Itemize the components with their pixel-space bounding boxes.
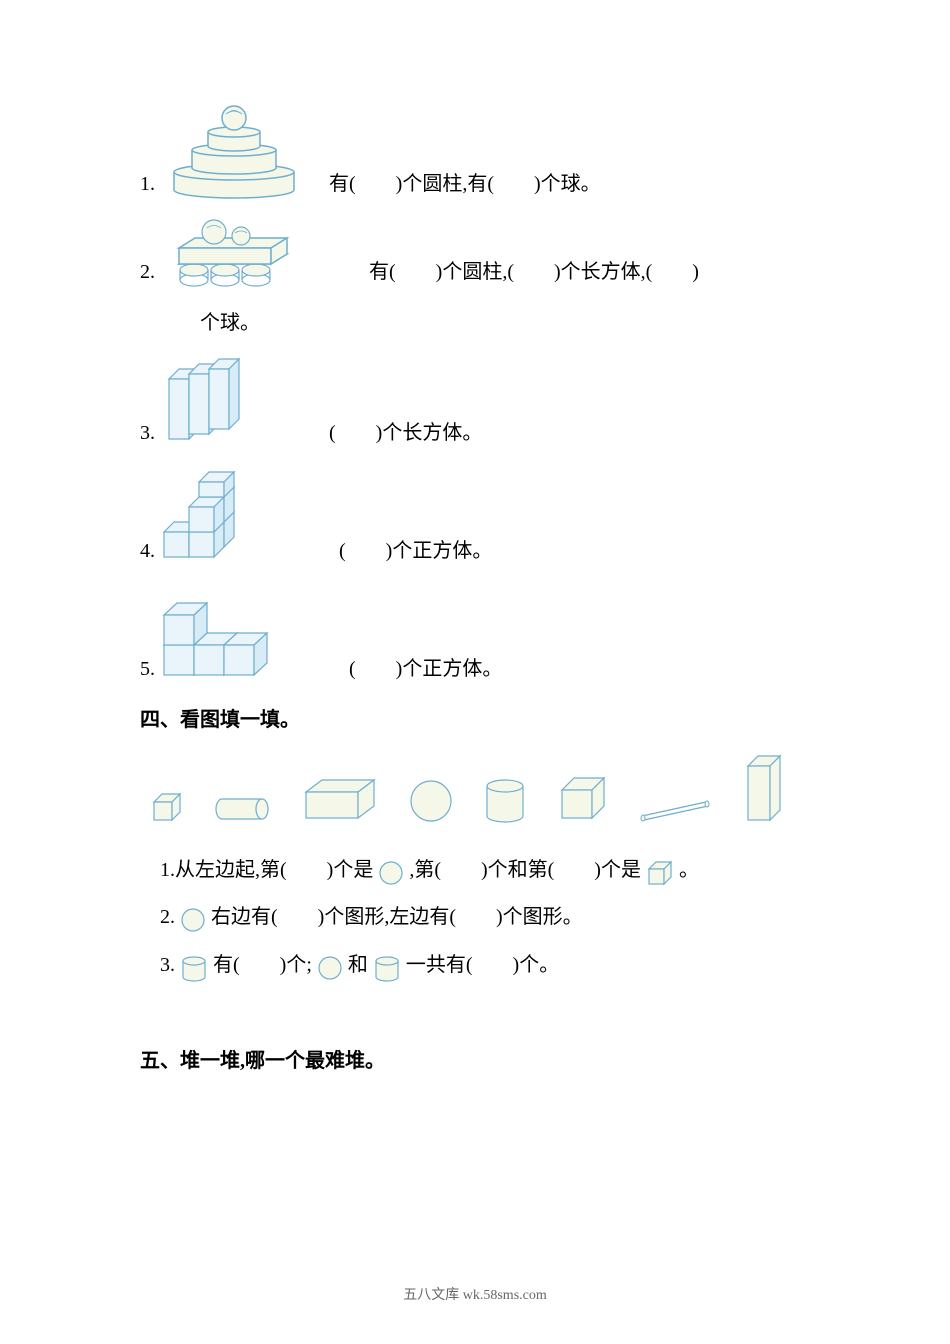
s4s3-text-b: 有( )个;: [213, 954, 312, 976]
cube-icon: [556, 772, 608, 824]
s4s1-text-c: 。: [679, 859, 699, 881]
inline-cube-icon: [646, 853, 674, 889]
section4-sub1: 1.从左边起,第( )个是 ,第( )个和第( )个是 。: [160, 852, 810, 889]
q4-num: 4.: [140, 540, 155, 567]
q3-num: 3.: [140, 422, 155, 449]
q4-text: ( )个正方体。: [339, 534, 492, 567]
q2-shape: [159, 218, 309, 288]
stacked-cylinders-sphere-icon: [159, 100, 309, 200]
inline-sphere-icon-2: [180, 901, 206, 937]
cuboids-stack-icon: [159, 349, 269, 449]
page-footer: 五八文库 wk.58sms.com: [0, 1284, 950, 1304]
q1-num: 1.: [140, 173, 155, 200]
shapes-row: [150, 752, 810, 824]
s4s2-text-b: 右边有( )个图形,左边有( )个图形。: [211, 906, 583, 928]
q2-num: 2.: [140, 261, 155, 288]
q1-text: 有( )个圆柱,有( )个球。: [329, 167, 601, 200]
section4-sub2: 2. 右边有( )个图形,左边有( )个图形。: [160, 899, 810, 936]
question-1-row: 1. 有( )个圆柱,有( )个球。: [140, 100, 810, 200]
q3-shape: [159, 349, 269, 449]
q5-text: ( )个正方体。: [349, 652, 502, 685]
inline-cylinder-icon-2: [373, 948, 401, 984]
q4-shape: [159, 467, 279, 567]
section-4-header: 四、看图填一填。: [140, 703, 810, 732]
q1-shape: [159, 100, 309, 200]
cuboid-icon: [300, 774, 380, 824]
cubes-step-icon: [159, 585, 289, 685]
inline-sphere-icon-3: [317, 948, 343, 984]
s4s1-text-b: ,第( )个和第( )个是: [409, 859, 641, 881]
q5-num: 5.: [140, 658, 155, 685]
rod-icon: [636, 794, 716, 824]
s4s2-text-a: 2.: [160, 906, 175, 928]
vert-cylinder-icon: [482, 774, 528, 824]
section4-sub3: 3. 有( )个; 和 一共有( )个。: [160, 947, 810, 984]
cylinders-cuboid-spheres-icon: [159, 218, 309, 288]
s4s3-text-c: 和: [348, 954, 368, 976]
tall-cuboid-icon: [744, 752, 786, 824]
question-4-row: 4.: [140, 467, 810, 567]
s4s3-text-d: 一共有( )个。: [406, 954, 559, 976]
question-2-cont: 个球。: [140, 306, 810, 339]
horiz-cylinder-icon: [212, 794, 272, 824]
q5-shape: [159, 585, 289, 685]
inline-sphere-icon: [378, 853, 404, 889]
question-5-row: 5. (: [140, 585, 810, 685]
q3-text: ( )个长方体。: [329, 416, 482, 449]
q2-cont-text: 个球。: [200, 306, 260, 339]
sphere-icon: [408, 778, 454, 824]
section-5-header: 五、堆一堆,哪一个最难堆。: [140, 1044, 810, 1073]
inline-cylinder-icon: [180, 948, 208, 984]
cubes-pyramid-icon: [159, 467, 279, 567]
question-3-row: 3. ( )个长方体。: [140, 349, 810, 449]
small-cube-icon: [150, 790, 184, 824]
q2-text: 有( )个圆柱,( )个长方体,( ): [369, 255, 699, 288]
question-2-row: 2.: [140, 218, 810, 288]
s4s3-text-a: 3.: [160, 954, 175, 976]
s4s1-text-a: 1.从左边起,第( )个是: [160, 859, 373, 881]
